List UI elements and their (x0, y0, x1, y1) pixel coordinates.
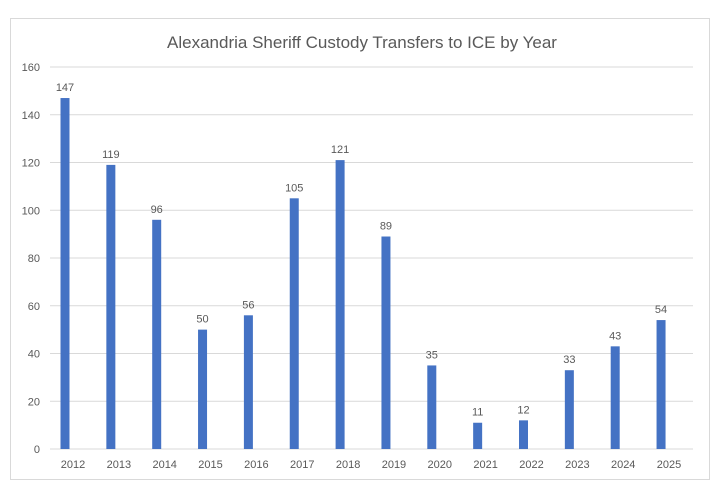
bar (656, 320, 666, 449)
data-label: 147 (56, 82, 74, 94)
data-label: 56 (242, 299, 254, 311)
data-label: 119 (102, 149, 120, 161)
x-tick-label: 2023 (565, 459, 589, 471)
bar (610, 346, 620, 449)
x-tick-label: 2019 (382, 459, 406, 471)
data-label: 11 (472, 407, 483, 419)
data-label: 121 (331, 144, 349, 156)
bar (564, 370, 574, 449)
bar (152, 219, 162, 449)
x-tick-label: 2018 (336, 459, 360, 471)
data-label: 105 (285, 182, 303, 194)
y-tick-label: 120 (22, 158, 40, 170)
bar (519, 420, 528, 449)
bar (473, 422, 483, 449)
data-label: 12 (517, 404, 529, 416)
chart-frame (10, 18, 710, 480)
data-label: 89 (380, 221, 392, 233)
data-label: 50 (196, 314, 208, 326)
x-tick-label: 2025 (657, 459, 681, 471)
x-tick-label: 2022 (519, 459, 543, 471)
x-tick-label: 2021 (473, 459, 497, 471)
y-tick-label: 20 (28, 396, 40, 408)
y-tick-label: 100 (22, 205, 40, 217)
y-tick-label: 140 (22, 110, 40, 122)
bar (335, 160, 345, 450)
bar (60, 98, 70, 449)
bar (243, 315, 253, 449)
bar (289, 198, 299, 449)
y-tick-label: 160 (22, 62, 40, 74)
data-label: 43 (609, 330, 621, 342)
data-label: 35 (426, 349, 438, 361)
chart-title: Alexandria Sheriff Custody Transfers to … (167, 33, 557, 52)
bar (381, 236, 391, 449)
x-tick-label: 2017 (290, 459, 314, 471)
x-tick-label: 2020 (428, 459, 452, 471)
data-label: 96 (151, 204, 163, 216)
x-tick-label: 2015 (198, 459, 222, 471)
x-tick-label: 2016 (244, 459, 268, 471)
bar (427, 365, 437, 449)
x-tick-label: 2013 (107, 459, 131, 471)
bar (198, 329, 208, 449)
x-tick-label: 2024 (611, 459, 635, 471)
y-tick-label: 60 (28, 301, 40, 313)
data-label: 33 (563, 354, 575, 366)
bar (106, 164, 116, 449)
x-tick-label: 2014 (152, 459, 176, 471)
y-tick-label: 0 (34, 444, 40, 456)
data-label: 54 (655, 304, 667, 316)
x-tick-label: 2012 (61, 459, 85, 471)
y-tick-label: 80 (28, 253, 40, 265)
y-tick-label: 40 (28, 349, 40, 361)
